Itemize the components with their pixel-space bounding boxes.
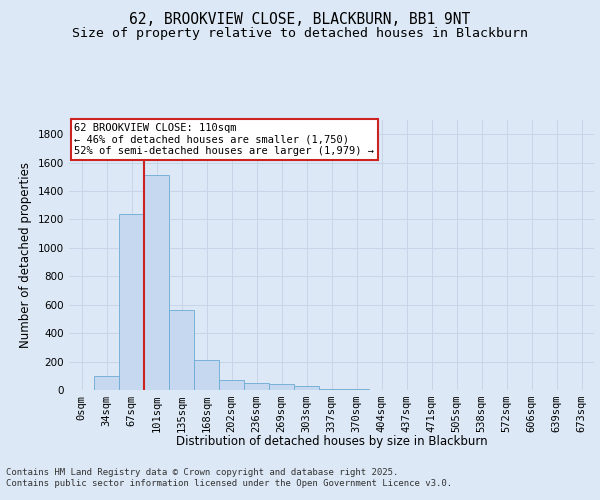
Y-axis label: Number of detached properties: Number of detached properties [19,162,32,348]
Bar [244,383,269,390]
Bar [194,360,219,390]
Bar [94,376,119,390]
Text: Contains HM Land Registry data © Crown copyright and database right 2025.
Contai: Contains HM Land Registry data © Crown c… [6,468,452,487]
Text: 62 BROOKVIEW CLOSE: 110sqm
← 46% of detached houses are smaller (1,750)
52% of s: 62 BROOKVIEW CLOSE: 110sqm ← 46% of deta… [74,122,374,156]
Text: Size of property relative to detached houses in Blackburn: Size of property relative to detached ho… [72,28,528,40]
Bar [219,380,244,390]
X-axis label: Distribution of detached houses by size in Blackburn: Distribution of detached houses by size … [176,435,487,448]
Bar [269,384,294,390]
Bar [144,176,169,390]
Bar [119,214,144,390]
Text: 62, BROOKVIEW CLOSE, BLACKBURN, BB1 9NT: 62, BROOKVIEW CLOSE, BLACKBURN, BB1 9NT [130,12,470,28]
Bar [169,310,194,390]
Bar [319,388,344,390]
Bar [294,386,319,390]
